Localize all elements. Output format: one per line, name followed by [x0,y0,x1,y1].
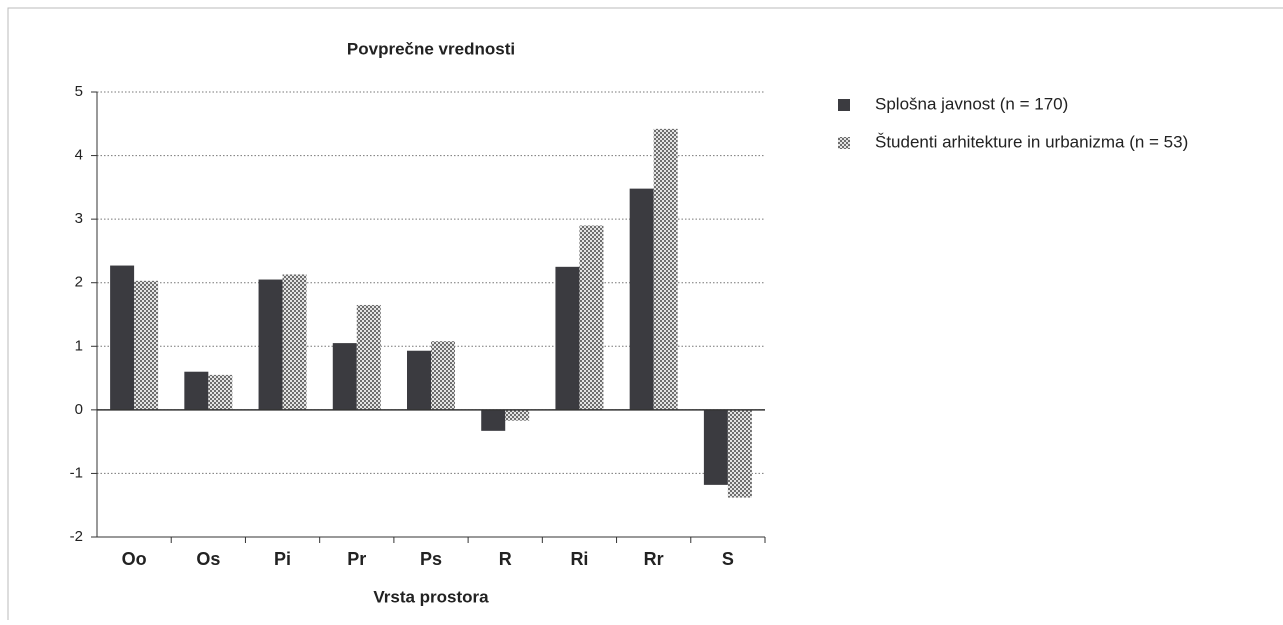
bar [258,279,283,410]
bar [184,371,209,410]
x-tick-label: Pr [347,549,366,569]
y-tick-label: 5 [75,83,83,100]
x-tick-label: Rr [644,549,664,569]
y-tick-label: -2 [70,528,83,545]
x-tick-label: Pi [274,549,291,569]
y-tick-label: 2 [75,274,83,291]
x-tick-label: Os [196,549,220,569]
bar [703,409,728,485]
bar [629,188,654,410]
bar [407,350,431,410]
bar [579,225,604,410]
y-tick-label: 3 [75,210,83,227]
y-tick-label: 4 [75,147,83,164]
y-tick-label: 1 [75,337,83,354]
x-tick-label: S [722,549,734,569]
bar [481,409,506,431]
x-tick-label: Ri [570,549,588,569]
bar [356,304,381,410]
bar [505,409,530,421]
bar [555,266,580,410]
bar [110,265,135,410]
bar [208,374,233,410]
frame [7,7,1283,620]
legend-swatch [838,99,850,111]
x-tick-label: Ps [420,549,442,569]
y-tick-label: -1 [70,464,83,481]
bar [332,343,357,410]
legend-label: Študenti arhitekture in urbanizma (n = 5… [875,132,1188,151]
chart-title: Povprečne vrednosti [347,39,515,58]
x-tick-label: Oo [122,549,147,569]
y-tick-label: 0 [75,401,83,418]
bar [134,280,159,410]
legend-swatch [838,137,850,149]
x-axis-label: Vrsta prostora [373,587,489,606]
bar [653,128,678,410]
legend-label: Splošna javnost (n = 170) [875,94,1068,113]
bar [431,341,455,410]
bar [282,274,307,410]
x-tick-label: R [499,549,512,569]
bar [727,409,752,498]
